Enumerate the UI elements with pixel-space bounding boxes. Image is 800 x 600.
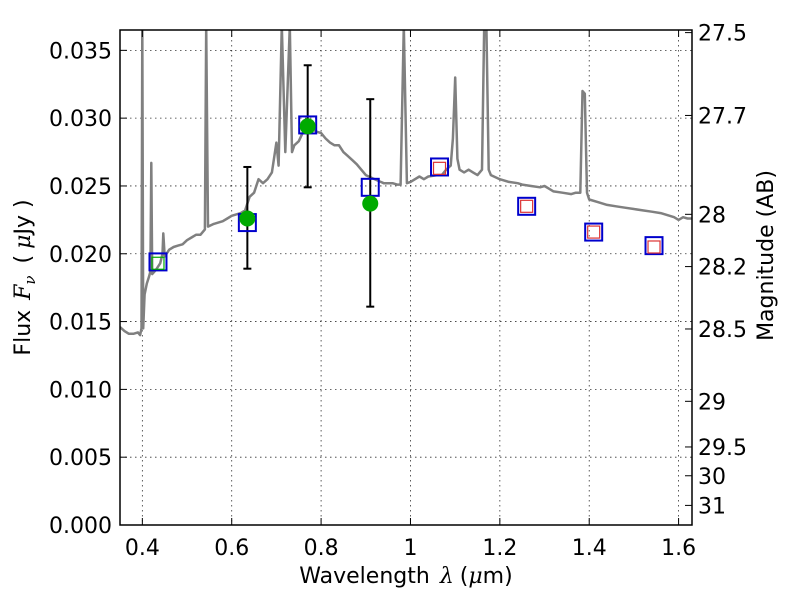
spectrum-line xyxy=(120,30,692,337)
model-spectrum xyxy=(120,30,692,337)
y2-tick-label: 30 xyxy=(698,465,726,490)
observed-photometry-point xyxy=(362,195,379,212)
upper-limit-square xyxy=(520,199,534,213)
observed-photometry-point xyxy=(239,210,256,227)
y-tick-label: 0.005 xyxy=(49,446,112,471)
plot-frame xyxy=(119,29,693,526)
upper-limit-square xyxy=(587,225,601,239)
x-tick-label: 1.2 xyxy=(482,536,517,561)
y-tick-label: 0.015 xyxy=(49,311,112,336)
y2-tick-label: 29 xyxy=(698,390,726,415)
y-tick-label: 0.025 xyxy=(49,175,112,200)
x-tick-label: 1.4 xyxy=(572,536,607,561)
x-tick-label: 1.6 xyxy=(661,536,696,561)
model-photometry-square xyxy=(148,252,168,272)
y-tick-label: 0.010 xyxy=(49,378,112,403)
model-photometry-square xyxy=(644,236,664,256)
y2-tick-label: 27.5 xyxy=(698,22,747,47)
y-tick-label: 0.000 xyxy=(49,514,112,539)
y2-tick-label: 28.5 xyxy=(698,318,747,343)
y2-tick-label: 27.7 xyxy=(698,104,747,129)
x-axis-label: Wavelength λ (μm) xyxy=(299,564,512,589)
axes: 0.4 0.6 0.8 1 1.2 1.4 1.6 0.000 0.005 0.010 0.015 0… xyxy=(49,22,747,561)
x-tick-label: 0.8 xyxy=(304,536,339,561)
error-bars xyxy=(243,64,375,308)
y2-tick-label: 28.2 xyxy=(698,256,747,281)
model-photometry-square xyxy=(517,196,537,216)
y-axis-label: FluxFν(μJy ) xyxy=(11,199,39,355)
y2-tick-label: 31 xyxy=(698,494,726,519)
photometry-markers xyxy=(148,115,664,272)
observed-photometry-point xyxy=(299,118,316,135)
x-tick-label: 0.4 xyxy=(125,536,160,561)
y2-tick-label: 29.5 xyxy=(698,436,747,461)
upper-limit-square xyxy=(432,161,447,175)
model-photometry-square xyxy=(584,222,604,242)
y2-tick-label: 28 xyxy=(698,203,726,228)
nondetection-square xyxy=(151,256,165,270)
upper-limit-square xyxy=(647,240,661,254)
model-photometry-square xyxy=(430,157,450,177)
x-tick-label: 1 xyxy=(403,536,417,561)
y-tick-label: 0.030 xyxy=(49,107,112,132)
y2-axis-label: Magnitude (AB) xyxy=(754,170,779,341)
x-tick-label: 0.6 xyxy=(214,536,249,561)
y-tick-label: 0.035 xyxy=(49,39,112,64)
y-tick-label: 0.020 xyxy=(49,243,112,268)
